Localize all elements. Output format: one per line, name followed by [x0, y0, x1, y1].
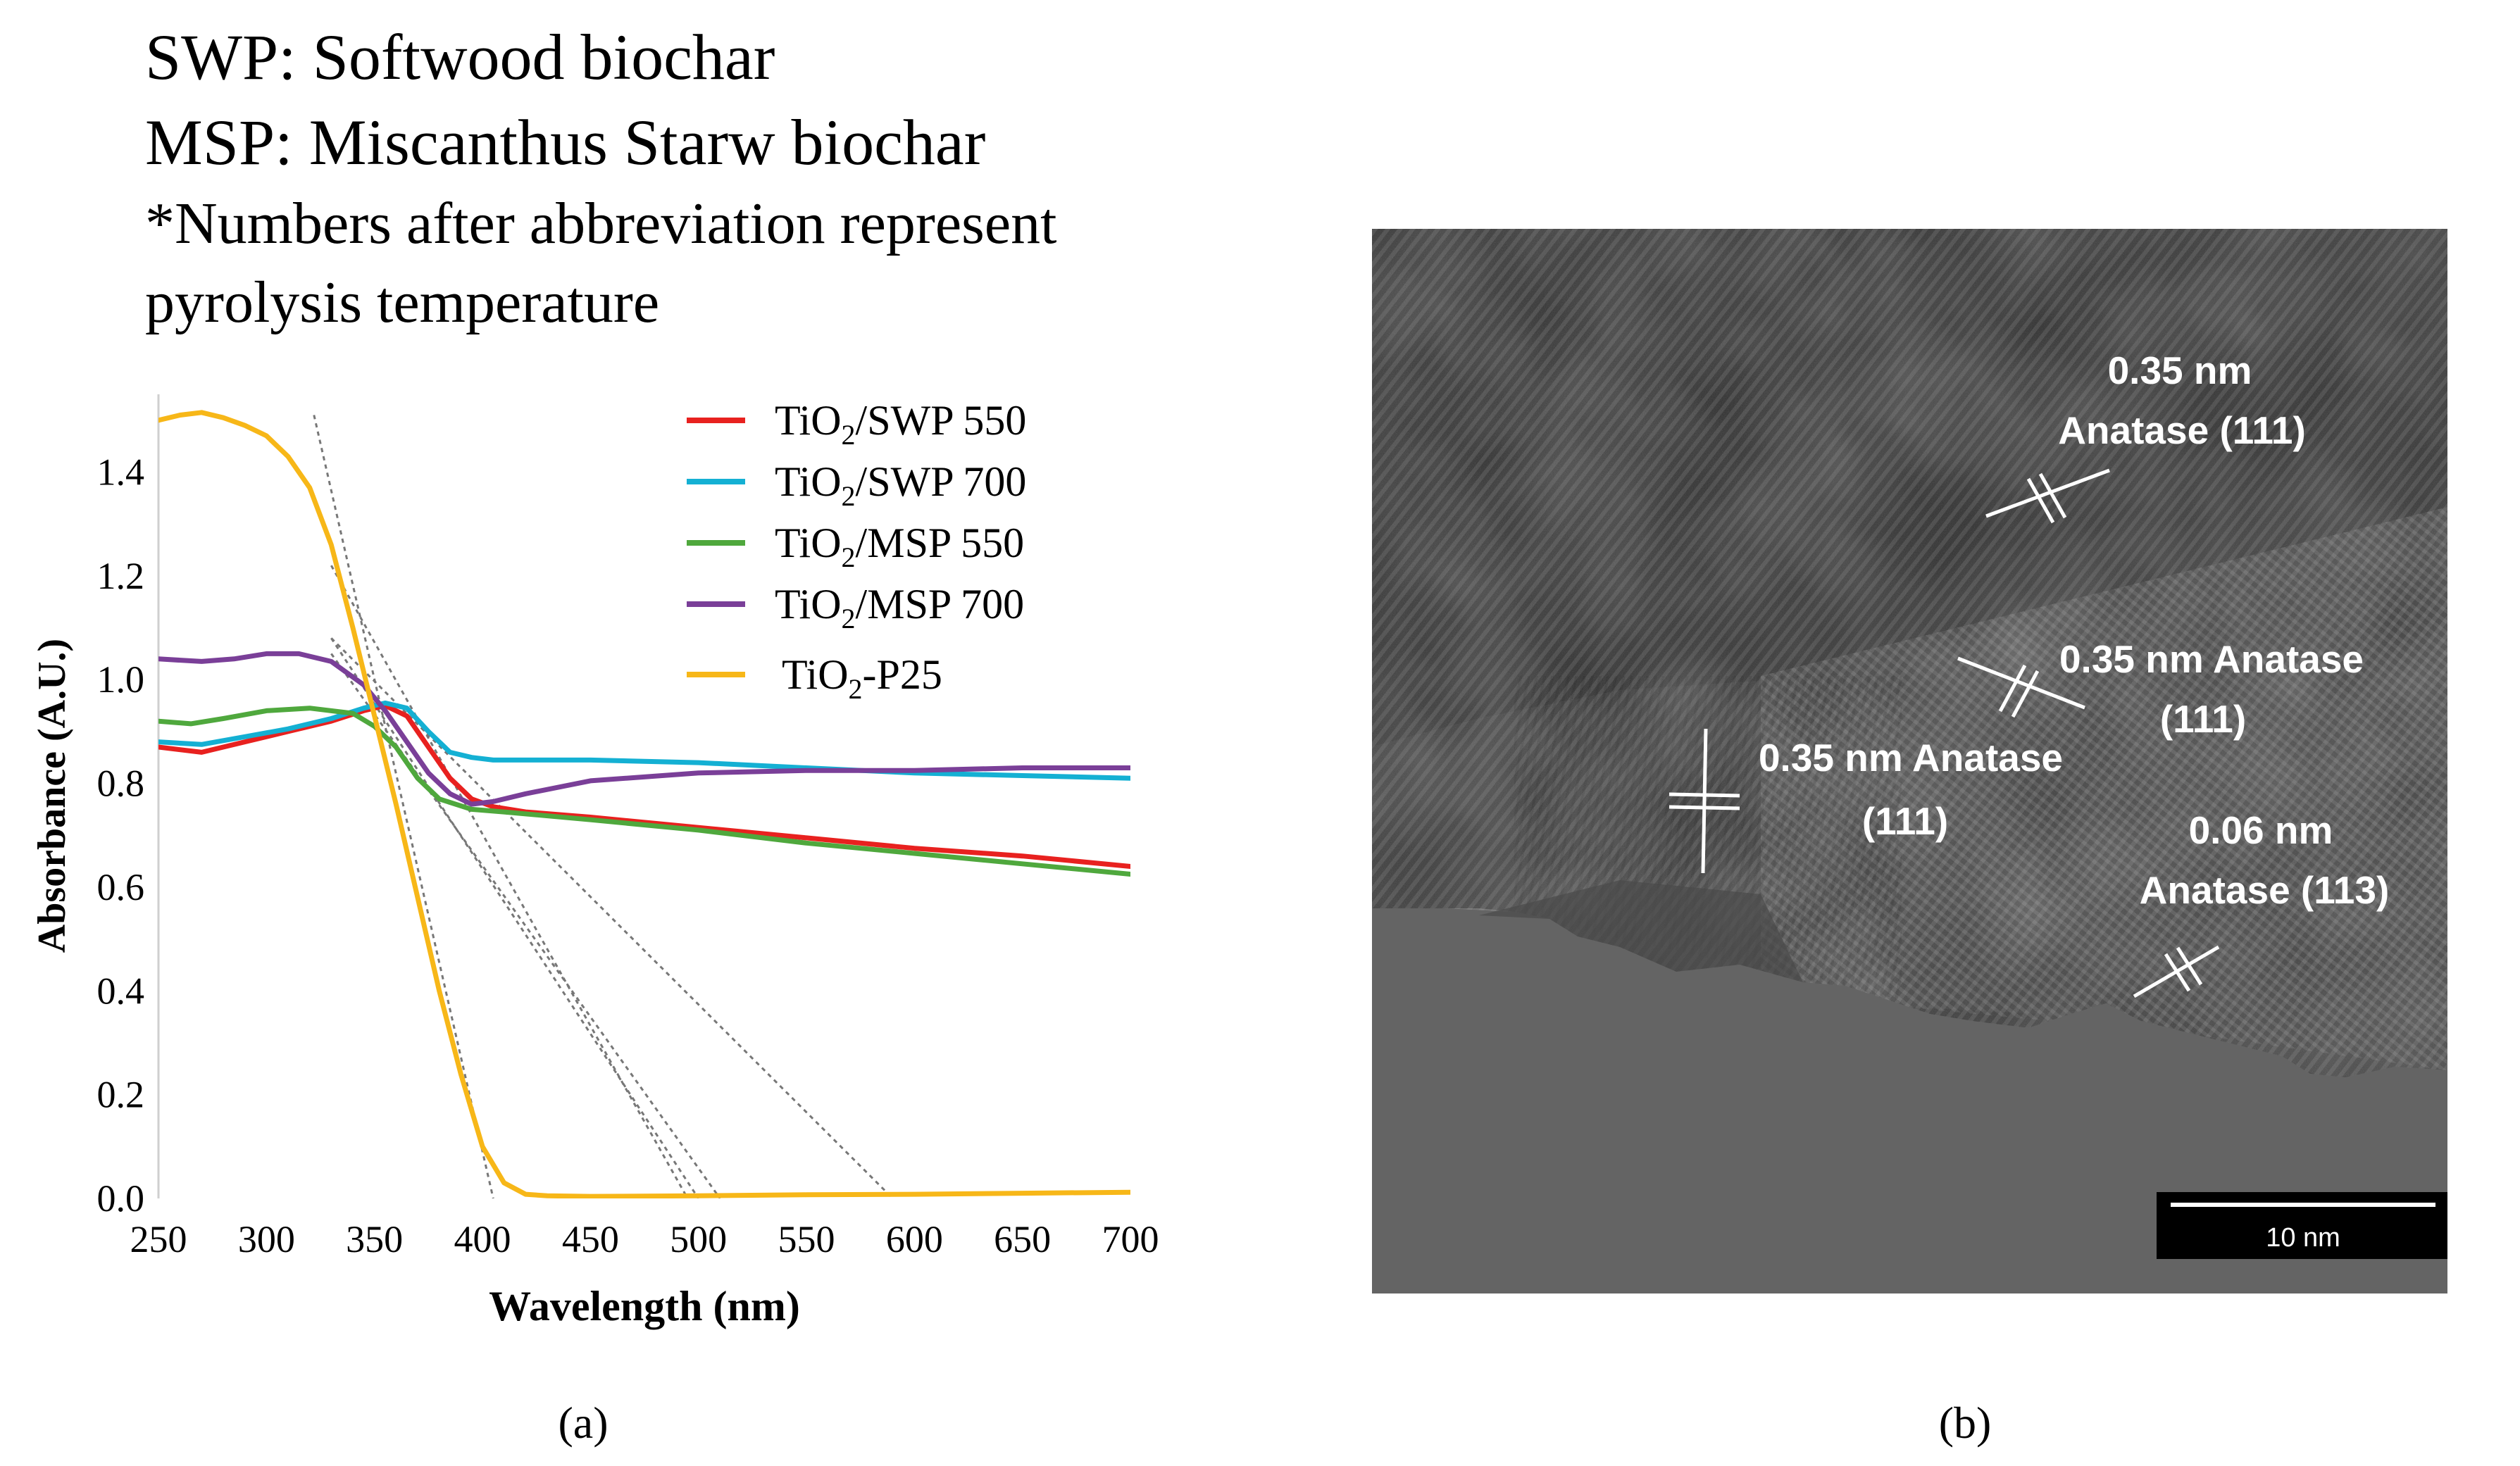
y-tick-label: 1.0	[97, 658, 145, 701]
tangent-line	[330, 653, 721, 1198]
absorbance-chart: 0.0 0.2 0.4 0.6 0.8 1.0 1.2 1.4 250 300 350 400 450…	[30, 394, 1159, 1329]
x-tick-label: 250	[130, 1218, 187, 1260]
x-tick-label: 600	[886, 1218, 943, 1260]
legend-label: TiO2/SWP 700	[775, 458, 1026, 512]
header-line-4: pyrolysis temperature	[145, 270, 659, 335]
x-tick-label: 550	[778, 1218, 835, 1260]
series-line	[158, 706, 1130, 877]
x-tick-label: 400	[454, 1218, 511, 1260]
tem-annotation-2-line2: (111)	[2160, 697, 2246, 741]
tem-annotation-3-line2: (111)	[1862, 799, 1948, 843]
tangent-line	[330, 565, 689, 1198]
y-tick-label: 0.8	[97, 763, 145, 805]
tangent-line	[313, 415, 494, 1198]
series-line	[158, 651, 1130, 807]
header-line-3: *Numbers after abbreviation represent	[145, 191, 1056, 256]
x-tick-label: 350	[346, 1218, 403, 1260]
y-tick-label: 0.4	[97, 970, 145, 1012]
x-tick-labels: 250 300 350 400 450 500 550 600 650 700	[130, 1218, 1159, 1260]
y-axis-label: Absorbance (A.U.)	[30, 639, 74, 953]
x-tick-label: 650	[994, 1218, 1051, 1260]
tem-annotation-1-line2: Anatase (111)	[2058, 408, 2306, 452]
legend-label: TiO2/SWP 550	[775, 397, 1026, 451]
y-tick-label: 1.4	[97, 451, 145, 494]
legend-label: TiO2/MSP 700	[775, 581, 1024, 634]
tem-annotation-1-line1: 0.35 nm	[2108, 349, 2252, 392]
x-tick-label: 500	[670, 1218, 727, 1260]
series-line	[158, 703, 1130, 869]
tem-micrograph: 0.35 nm Anatase (111) 0.35 nm Anatase (1…	[1372, 229, 2447, 1293]
x-tick-label: 700	[1102, 1218, 1159, 1260]
series-lines	[158, 410, 1130, 1198]
tangent-line	[330, 637, 699, 1198]
panel-label-b: (b)	[1939, 1398, 1992, 1448]
y-tick-labels: 0.0 0.2 0.4 0.6 0.8 1.0 1.2 1.4	[97, 451, 145, 1220]
legend-label: TiO2-P25	[782, 651, 942, 705]
legend-label: TiO2/MSP 550	[775, 520, 1024, 573]
lattice-markers	[1668, 468, 2220, 998]
legend: TiO2/SWP 550 TiO2/SWP 700 TiO2/MSP 550 TiO2…	[687, 397, 1026, 705]
x-tick-label: 450	[562, 1218, 619, 1260]
tem-annotations: 0.35 nm Anatase (111) 0.35 nm Anatase (1…	[1759, 349, 2389, 912]
scale-bar: 10 nm	[2157, 1192, 2447, 1259]
y-tick-label: 0.6	[97, 866, 145, 908]
tem-annotation-4-line1: 0.06 nm	[2189, 808, 2333, 852]
x-tick-label: 300	[238, 1218, 295, 1260]
panel-label-a: (a)	[558, 1398, 608, 1448]
series-line	[158, 410, 1130, 1198]
x-axis-label: Wavelength (nm)	[489, 1283, 800, 1329]
y-tick-label: 0.2	[97, 1074, 145, 1116]
tem-annotation-3-line1: 0.35 nm Anatase	[1759, 736, 2063, 779]
y-tick-label: 0.0	[97, 1177, 145, 1220]
scale-bar-label: 10 nm	[2266, 1223, 2340, 1253]
header-line-1: SWP: Softwood biochar	[145, 21, 775, 93]
y-tick-label: 1.2	[97, 555, 145, 597]
tangent-line	[330, 637, 894, 1198]
tem-annotation-4-line2: Anatase (113)	[2140, 868, 2390, 912]
header-line-2: MSP: Miscanthus Starw biochar	[145, 106, 985, 178]
tem-annotation-2-line1: 0.35 nm Anatase	[2059, 637, 2364, 681]
